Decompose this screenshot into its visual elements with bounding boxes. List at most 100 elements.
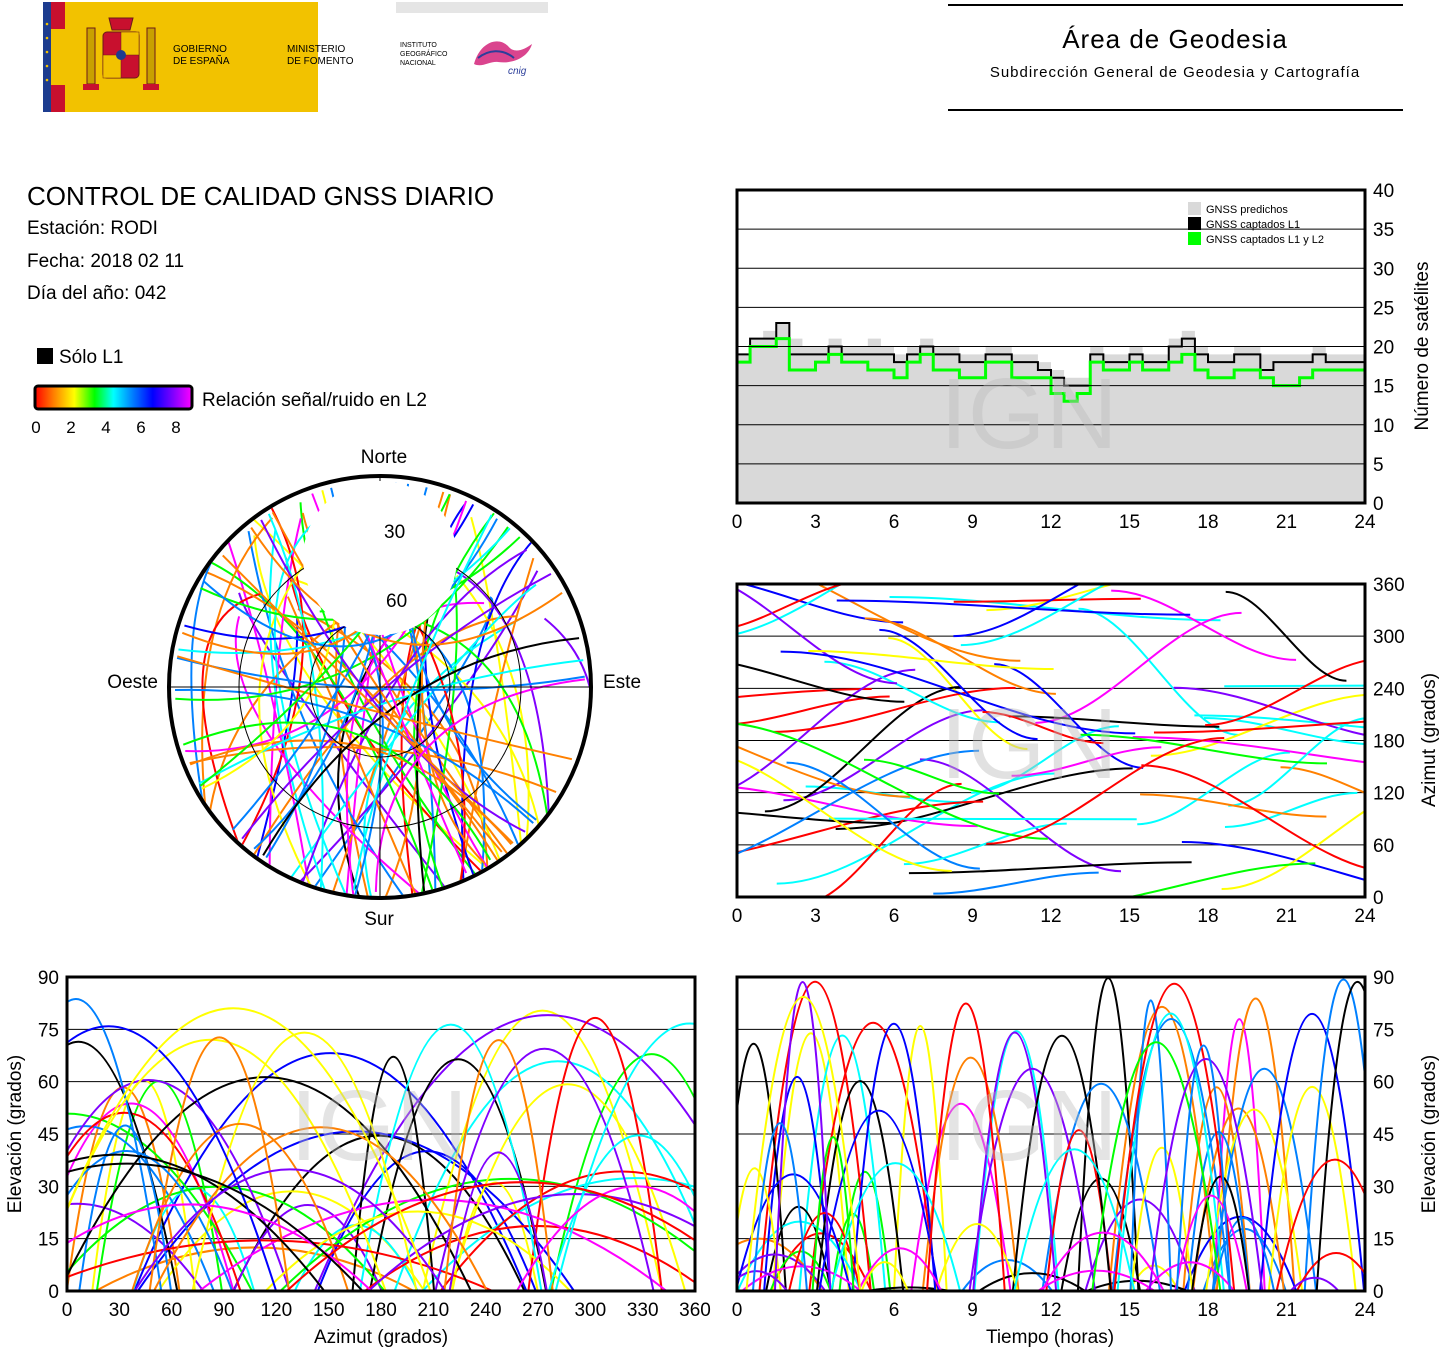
elev-time-y-tick: 75 (1373, 1020, 1394, 1041)
skyplot-south-label: Sur (364, 909, 394, 930)
azimuth-watermark: IGN (940, 688, 1118, 800)
l1-only-swatch (37, 348, 53, 364)
azimuth-track (828, 817, 1137, 821)
snr-tick-label: 8 (171, 418, 180, 437)
azimuth-track (1137, 751, 1290, 826)
snr-tick-label: 4 (101, 418, 110, 437)
elev-time-track (1107, 1006, 1216, 1291)
elev-az-x-tick: 180 (365, 1300, 397, 1321)
azimuth-track (960, 584, 1108, 647)
elev-time-x-tick: 21 (1276, 1300, 1297, 1321)
elev-time-track (851, 1022, 937, 1291)
elev-az-x-tick: 60 (161, 1300, 182, 1321)
satcount-y-tick: 25 (1373, 298, 1394, 319)
elev-time-y-title: Elevación (grados) (1419, 1055, 1440, 1213)
header-grey-bar (396, 2, 548, 13)
elev-az-y-tick: 15 (38, 1230, 59, 1251)
elev-time-track (978, 1272, 1086, 1291)
satcount-y-tick: 15 (1373, 377, 1394, 398)
elev-az-track (198, 1198, 668, 1291)
elev-time-track (815, 1080, 905, 1291)
elev-time-track (1037, 1269, 1156, 1291)
azimuth-track (1111, 589, 1297, 661)
elev-time-track (1295, 1251, 1365, 1291)
azimuth-y-tick: 180 (1373, 732, 1405, 753)
satcount-x-tick: 15 (1119, 512, 1140, 533)
elev-time-y-tick: 15 (1373, 1230, 1394, 1251)
elev-az-y-tick: 90 (38, 968, 59, 989)
elev-time-track (1315, 980, 1365, 1291)
elev-time-track (857, 1247, 943, 1291)
elev-az-track (232, 1134, 526, 1291)
azimuth-x-tick: 24 (1354, 906, 1376, 927)
elev-time-track (860, 1261, 909, 1291)
azimuth-track (879, 628, 1038, 741)
elev-time-track (1191, 1175, 1251, 1291)
elev-time-track (1289, 1276, 1340, 1291)
satcount-x-tick: 12 (1040, 512, 1061, 533)
ign-text-line3: NACIONAL (400, 60, 436, 67)
azimuth-track (1224, 684, 1365, 688)
skyplot-ring-60-label: 60 (386, 591, 407, 612)
elev-time-track (1091, 1041, 1222, 1291)
elev-az-track (67, 1162, 364, 1291)
satcount-y-tick: 0 (1373, 494, 1384, 515)
elev-time-x-tick: 9 (967, 1300, 978, 1321)
azimuth-time-chart: IGN 0 60 120 180 240 300 360 0 3 6 9 12 15 18 21 24 Az… (732, 575, 1440, 927)
elev-az-x-title: Azimut (grados) (314, 1327, 448, 1348)
elev-time-x-tick: 18 (1197, 1300, 1218, 1321)
report-title: CONTROL DE CALIDAD GNSS DIARIO (27, 181, 495, 211)
elev-time-frame (735, 975, 1367, 1293)
area-subtitle: Subdirección General de Geodesia y Carto… (989, 64, 1361, 81)
elev-az-x-tick: 330 (627, 1300, 659, 1321)
azimuth-y-title: Azimut (grados) (1419, 673, 1440, 807)
skyplot-west-label: Oeste (107, 672, 158, 693)
satcount-x-tick: 21 (1276, 512, 1297, 533)
satcount-x-tick: 3 (810, 512, 821, 533)
elev-az-track (550, 1053, 695, 1291)
elev-time-x-tick: 24 (1354, 1300, 1376, 1321)
doy-label: Día del año: 042 (27, 283, 167, 304)
azimuth-track (737, 663, 905, 703)
ign-text-line2: GEOGRÁFICO (400, 51, 448, 58)
skyplot-north-label: Norte (361, 447, 407, 468)
azimuth-track (822, 782, 962, 897)
satellite-count-chart: IGN GNSS predichos GNSS captados L1 GNSS c… (732, 181, 1433, 533)
satcount-x-tick: 9 (967, 512, 978, 533)
station-label: Estación: RODI (27, 218, 158, 239)
azimuth-track (1141, 764, 1365, 869)
elev-az-track (67, 1076, 472, 1291)
skyplot-track (258, 558, 325, 896)
elev-time-track (1267, 1086, 1357, 1291)
azimuth-x-tick: 18 (1197, 906, 1218, 927)
elev-time-track (808, 1021, 938, 1291)
satcount-legend-swatch (1188, 217, 1201, 230)
elev-time-track (1129, 999, 1172, 1291)
elev-time-track (1060, 1177, 1142, 1291)
satcount-y-tick: 20 (1373, 338, 1394, 359)
azimuth-x-tick: 6 (889, 906, 900, 927)
elev-time-track (1303, 978, 1365, 1291)
satcount-x-tick: 24 (1354, 512, 1376, 533)
azimuth-track (737, 811, 890, 825)
elev-time-track (741, 1265, 862, 1291)
elev-az-track (359, 1023, 543, 1291)
satcount-y-title: Número de satélites (1412, 262, 1433, 431)
elev-time-watermark: IGN (940, 1070, 1118, 1182)
spain-flag-icon (43, 2, 65, 112)
satcount-x-tick: 0 (732, 512, 743, 533)
azimuth-track (889, 595, 1221, 622)
elev-az-track (448, 1083, 687, 1291)
gov-text-line1: GOBIERNO (173, 44, 227, 55)
elev-az-x-tick: 150 (313, 1300, 345, 1321)
skyplot-track (190, 544, 225, 896)
snr-gradient-bar (33, 384, 194, 411)
elev-az-track (153, 1126, 488, 1291)
elev-az-track (421, 1009, 663, 1291)
snr-tick-label: 0 (31, 418, 40, 437)
azimuth-track (737, 749, 980, 855)
elev-az-track (67, 1007, 432, 1291)
elev-az-track (351, 1055, 436, 1291)
elev-time-y-tick: 90 (1373, 968, 1394, 989)
elev-time-track (1175, 1044, 1232, 1291)
